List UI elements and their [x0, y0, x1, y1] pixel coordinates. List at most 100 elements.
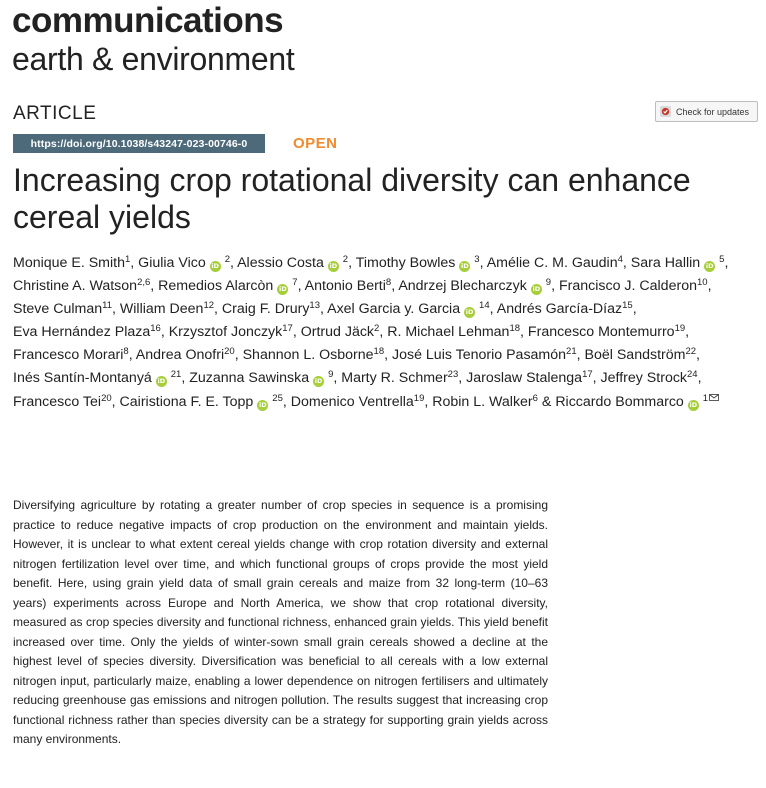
author-name: Riccardo Bommarco [555, 393, 684, 410]
orcid-icon[interactable]: iD [313, 376, 325, 388]
author[interactable]: Cairistiona F. E. Topp iD 25 [119, 392, 283, 411]
author[interactable]: Steve Culman11 [13, 301, 112, 317]
author-name: Cairistiona F. E. Topp [119, 393, 254, 410]
author[interactable]: Zuzanna Sawinska iD 9 [189, 369, 334, 388]
author-affiliation[interactable]: 11 [102, 300, 112, 312]
author-affiliation[interactable]: 16 [150, 323, 161, 335]
doi-text: https://doi.org/10.1038/s43247-023-00746… [30, 137, 248, 150]
mail-icon[interactable] [709, 393, 719, 401]
author[interactable]: Amélie C. M. Gaudin4 [487, 255, 623, 271]
author-affiliation[interactable]: 1 [702, 392, 709, 404]
author[interactable]: Jeffrey Strock24 [601, 370, 698, 386]
author-name: Domenico Ventrella [290, 393, 414, 410]
orcid-icon[interactable]: iD [464, 307, 476, 319]
author-name: Inés Santín-Montanyá [13, 370, 152, 387]
author-affiliation[interactable]: 10 [696, 277, 708, 289]
author[interactable]: Shannon L. Osborne18 [243, 347, 385, 363]
author[interactable]: José Luis Tenorio Pasamón21 [392, 347, 577, 363]
author[interactable]: Sara Hallin iD 5 [631, 254, 725, 272]
author-affiliation[interactable]: 25 [272, 392, 283, 404]
orcid-icon[interactable]: iD [257, 399, 269, 411]
author[interactable]: Marty R. Schmer23 [341, 370, 458, 386]
author[interactable]: Francesco Morari8 [13, 347, 129, 363]
author-affiliation[interactable]: 9 [545, 277, 552, 289]
author-affiliation[interactable]: 17 [282, 323, 293, 335]
author-affiliation[interactable]: 15 [622, 300, 633, 312]
author-name: Shannon L. Osborne [242, 347, 374, 364]
author[interactable]: Andrés García-Díaz15 [497, 301, 633, 317]
orcid-icon[interactable]: iD [155, 376, 167, 388]
author[interactable]: Francesco Montemurro19 [528, 324, 685, 340]
orcid-icon[interactable]: iD [530, 284, 542, 296]
author-name: Remedios Alarcòn [158, 278, 274, 295]
author[interactable]: R. Michael Lehman18 [387, 324, 520, 340]
author-affiliation[interactable]: 8 [123, 346, 129, 358]
author[interactable]: Remedios Alarcòn iD 7 [158, 277, 298, 296]
author[interactable]: Ortrud Jäck2 [301, 324, 380, 340]
orcid-icon[interactable]: iD [277, 284, 289, 296]
author[interactable]: Boël Sandström22 [585, 347, 697, 363]
author-affiliation[interactable]: 17 [582, 369, 593, 381]
author[interactable]: Andrea Onofri20 [136, 347, 235, 363]
author-affiliation[interactable]: 8 [385, 277, 392, 289]
orcid-icon[interactable]: iD [459, 261, 471, 272]
author-name: Andrea Onofri [135, 347, 225, 364]
author[interactable]: Francesco Tei20 [13, 392, 112, 409]
author-name: Christine A. Watson [13, 278, 138, 295]
author-name: Monique E. Smith [13, 255, 125, 271]
author-affiliation[interactable]: 14 [479, 300, 490, 312]
orcid-icon[interactable]: iD [209, 261, 221, 272]
author[interactable]: Christine A. Watson2,6 [13, 278, 150, 294]
doi-link[interactable]: https://doi.org/10.1038/s43247-023-00746… [13, 134, 265, 153]
check-for-updates-button[interactable]: Check for updates [655, 101, 758, 122]
author-affiliation[interactable]: 21 [170, 369, 182, 381]
author-name: Robin L. Walker [432, 393, 533, 410]
orcid-icon[interactable]: iD [687, 399, 699, 411]
author-affiliation[interactable]: 1 [124, 254, 131, 265]
author-affiliation[interactable]: 12 [203, 300, 215, 312]
author-affiliation[interactable]: 20 [224, 346, 235, 358]
author[interactable]: Jaroslaw Stalenga17 [466, 370, 593, 386]
author-affiliation[interactable]: 2 [224, 254, 230, 265]
author[interactable]: William Deen12 [120, 301, 214, 317]
author-affiliation[interactable]: 20 [101, 392, 112, 404]
author-affiliation[interactable]: 23 [447, 369, 459, 381]
author[interactable]: Craig F. Drury13 [222, 301, 320, 317]
check-updates-label: Check for updates [676, 106, 750, 117]
author[interactable]: Krzysztof Jonczyk17 [169, 324, 293, 340]
journal-brand[interactable]: communications earth & environment [12, 2, 295, 78]
author[interactable]: Eva Hernández Plaza16 [13, 324, 161, 340]
author-affiliation[interactable]: 2 [374, 323, 380, 335]
orcid-icon[interactable]: iD [704, 261, 716, 272]
orcid-icon[interactable]: iD [327, 261, 339, 272]
author[interactable]: Andrzej Blecharczyk iD 9 [398, 277, 552, 296]
author[interactable]: Francisco J. Calderon10 [559, 278, 708, 294]
author[interactable]: Domenico Ventrella19 [290, 392, 425, 410]
author-affiliation[interactable]: 21 [566, 346, 577, 358]
author-affiliation[interactable]: 9 [328, 369, 334, 381]
author-affiliation[interactable]: 19 [413, 392, 425, 404]
author[interactable]: Alessio Costa iD 2 [237, 254, 349, 272]
author-affiliation[interactable]: 2 [342, 254, 349, 265]
author[interactable]: Robin L. Walker6 [432, 392, 538, 410]
author-affiliation[interactable]: 22 [685, 346, 697, 358]
author-affiliation[interactable]: 2,6 [137, 277, 151, 289]
author-affiliation[interactable]: 13 [309, 300, 320, 312]
author-affiliation[interactable]: 7 [292, 277, 298, 289]
author-affiliation[interactable]: 5 [719, 254, 725, 265]
author[interactable]: Timothy Bowles iD 3 [356, 254, 480, 272]
author-affiliation[interactable]: 6 [532, 392, 538, 404]
author-affiliation[interactable]: 4 [617, 254, 623, 265]
author-affiliation[interactable]: 18 [509, 323, 521, 335]
author[interactable]: Inés Santín-Montanyá iD 21 [13, 369, 182, 388]
author-affiliation[interactable]: 3 [474, 254, 480, 265]
author-name: Francesco Montemurro [527, 324, 675, 341]
author[interactable]: Monique E. Smith1 [13, 255, 130, 271]
author[interactable]: Riccardo Bommarco iD 1 [555, 392, 719, 411]
author[interactable]: Antonio Berti8 [305, 278, 392, 294]
author-affiliation[interactable]: 19 [674, 323, 686, 335]
author[interactable]: Giulia Vico iD 2 [138, 254, 230, 272]
author-affiliation[interactable]: 18 [373, 346, 385, 358]
author-affiliation[interactable]: 24 [687, 369, 698, 381]
author[interactable]: Axel Garcia y. Garcia iD 14 [327, 300, 490, 319]
